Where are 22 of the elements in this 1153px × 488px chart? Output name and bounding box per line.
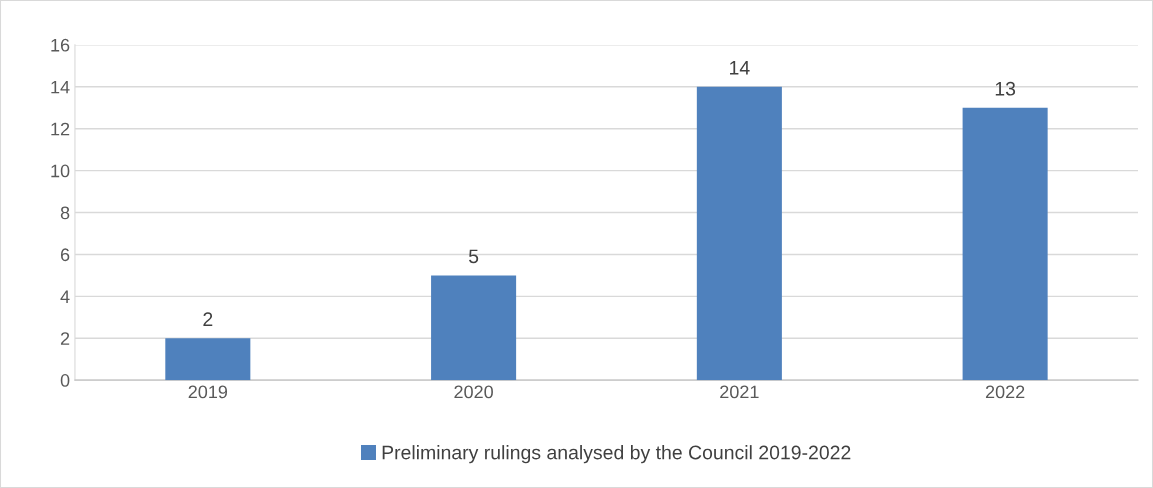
x-tick-label: 2022 — [985, 385, 1025, 399]
bar — [962, 107, 1048, 381]
bar — [696, 86, 782, 381]
y-tick-label: 16 — [51, 38, 70, 52]
x-tick-label: 2021 — [720, 385, 759, 399]
y-tick-label: 8 — [60, 206, 70, 220]
y-tick-label: 12 — [51, 122, 70, 136]
y-tick-label: 2 — [60, 332, 70, 345]
bar — [165, 338, 251, 381]
data-label: 2 — [203, 312, 213, 326]
data-label: 5 — [468, 249, 479, 264]
bar — [431, 275, 517, 381]
x-tick-label: 2019 — [188, 385, 228, 399]
y-tick-label: 14 — [51, 80, 70, 94]
x-tick-label: 2020 — [454, 385, 493, 399]
data-label: 14 — [730, 61, 750, 75]
y-tick-label: 6 — [60, 248, 70, 262]
legend-label: Preliminary rulings analysed by the Council 2019-2022 — [382, 445, 851, 464]
y-tick-label: 4 — [60, 290, 70, 303]
y-tick-label: 10 — [51, 164, 70, 178]
data-label: 13 — [995, 81, 1016, 96]
y-tick-label: 0 — [60, 374, 70, 387]
